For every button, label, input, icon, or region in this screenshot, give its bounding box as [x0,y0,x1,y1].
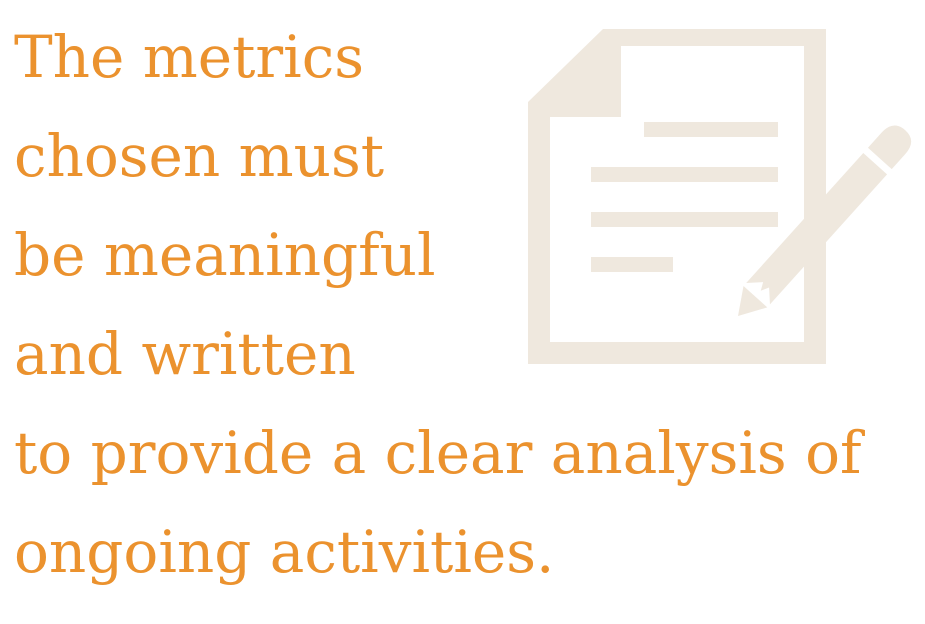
quote-line: and written [14,320,356,388]
document-pencil-svg [528,29,912,364]
document-line-3 [591,212,778,227]
quote-line: The metrics [14,23,364,91]
document-line-1 [644,122,778,137]
document-pencil-icon [528,24,918,369]
quote-line: to provide a clear analysis of [14,419,862,487]
document-sheet-shape [528,29,826,364]
quote-text: The metrics chosen must be meaningful an… [14,8,914,602]
pencil-shape [738,125,912,316]
quote-line: be meaningful [14,221,436,289]
quote-line: ongoing activities. [14,518,555,586]
document-line-4 [591,257,673,272]
quote-line: chosen must [14,122,385,190]
document-line-2 [591,167,778,182]
